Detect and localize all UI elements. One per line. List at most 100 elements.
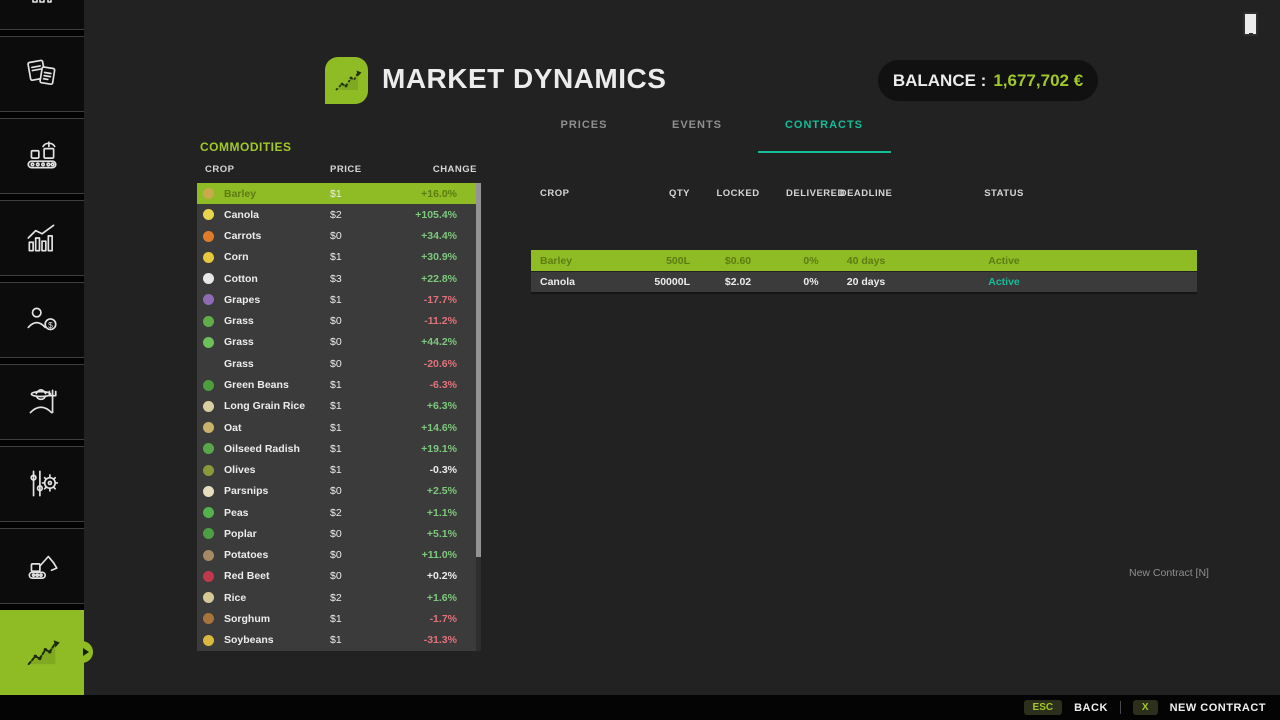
crop-change: -1.7% xyxy=(429,612,457,625)
crop-icon xyxy=(203,273,214,285)
crop-icon xyxy=(203,549,214,561)
crop-icon xyxy=(203,570,214,582)
crop-change: -11.2% xyxy=(424,315,457,328)
crop-name: Peas xyxy=(224,506,249,519)
commodities-scrollbar[interactable] xyxy=(476,183,481,651)
commodity-row-potatoes[interactable]: Potatoes $0 +11.0% xyxy=(197,544,481,566)
crop-price: $2 xyxy=(330,506,342,519)
tab-contracts[interactable]: CONTRACTS xyxy=(784,119,864,131)
balance-value: 1,677,702 € xyxy=(993,70,1084,90)
crop-price: $1 xyxy=(330,442,342,455)
commodity-row-grass[interactable]: Grass $0 +44.2% xyxy=(197,331,481,354)
scrollbar-thumb[interactable] xyxy=(476,183,481,557)
col-crop: CROP xyxy=(205,164,235,175)
tab-events[interactable]: EVENTS xyxy=(671,119,723,131)
commodity-row-rice[interactable]: Rice $2 +1.6% xyxy=(197,587,481,609)
sidebar-item-sales[interactable]: $ xyxy=(0,282,84,358)
crop-price: $0 xyxy=(330,570,342,583)
crop-change: +2.5% xyxy=(426,485,457,498)
contract-row-barley[interactable]: Barley 500L $0.60 0% 40 days Active xyxy=(531,250,1197,271)
commodity-row-oilseed-radish[interactable]: Oilseed Radish $1 +19.1% xyxy=(197,438,481,460)
svg-text:$: $ xyxy=(48,320,53,330)
crop-icon xyxy=(203,251,214,263)
crop-change: +14.6% xyxy=(421,421,457,434)
crop-name: Carrots xyxy=(224,230,262,243)
chevron-right-icon xyxy=(83,648,89,656)
tab-prices[interactable]: PRICES xyxy=(560,119,608,131)
commodity-row-barley[interactable]: Barley $1 +16.0% xyxy=(197,183,481,205)
commodity-row-sorghum[interactable]: Sorghum $1 -1.7% xyxy=(197,608,481,630)
crop-icon xyxy=(203,315,214,327)
market-dynamics-icon xyxy=(27,639,60,665)
commodity-row-olives[interactable]: Olives $1 -0.3% xyxy=(197,459,481,481)
crop-price: $2 xyxy=(330,208,342,221)
balance-pill: BALANCE : 1,677,702 € xyxy=(878,60,1098,101)
crop-change: +1.6% xyxy=(426,591,457,604)
contract-qty: 500L xyxy=(666,254,690,267)
esc-key-badge: ESC xyxy=(1023,700,1063,715)
crop-change: +105.4% xyxy=(415,208,457,221)
back-button[interactable]: BACK xyxy=(1074,701,1108,714)
sidebar-item-statistics[interactable] xyxy=(0,200,84,276)
commodity-row-soybeans[interactable]: Soybeans $1 -31.3% xyxy=(197,629,481,651)
commodities-table-header: CROP PRICE CHANGE xyxy=(197,164,481,175)
commodity-row-poplar[interactable]: Poplar $0 +5.1% xyxy=(197,523,481,545)
commodity-row-cotton[interactable]: Cotton $3 +22.8% xyxy=(197,268,481,290)
crop-name: Red Beet xyxy=(224,570,270,583)
farmer-icon xyxy=(29,389,57,414)
contract-locked: $2.02 xyxy=(724,276,752,288)
crop-icon xyxy=(203,400,214,412)
crop-icon xyxy=(203,294,214,306)
commodity-row-red-beet[interactable]: Red Beet $0 +0.2% xyxy=(197,565,481,588)
crop-icon xyxy=(203,485,214,497)
new-contract-button[interactable]: NEW CONTRACT xyxy=(1169,701,1266,714)
sidebar-item-vehicles-partial[interactable] xyxy=(0,0,84,30)
crop-icon xyxy=(203,230,214,242)
col-deadline: DEADLINE xyxy=(839,188,893,199)
construction-icon xyxy=(28,555,58,579)
crop-icon xyxy=(203,507,214,519)
crop-price: $1 xyxy=(330,379,342,392)
crop-name: Canola xyxy=(224,208,260,221)
crop-price: $0 xyxy=(330,549,342,562)
crop-name: Corn xyxy=(224,251,249,264)
crop-name: Grapes xyxy=(224,293,261,306)
sidebar-item-settings[interactable] xyxy=(0,446,84,522)
commodity-row-green-beans[interactable]: Green Beans $1 -6.3% xyxy=(197,374,481,396)
crop-change: +5.1% xyxy=(426,527,457,540)
crop-name: Rice xyxy=(224,591,247,604)
crop-name: Soybeans xyxy=(224,634,274,647)
crop-name: Sorghum xyxy=(224,612,271,625)
contract-delivered: 0% xyxy=(803,276,819,288)
commodity-row-corn[interactable]: Corn $1 +30.9% xyxy=(197,246,481,269)
sidebar-item-production[interactable] xyxy=(0,118,84,194)
crop-name: Grass xyxy=(224,336,254,349)
sidebar: $ xyxy=(0,0,93,695)
sidebar-item-contracts[interactable] xyxy=(0,36,84,112)
commodity-row-peas[interactable]: Peas $2 +1.1% xyxy=(197,501,481,524)
commodity-row-carrots[interactable]: Carrots $0 +34.4% xyxy=(197,225,481,247)
crop-change: +19.1% xyxy=(421,442,457,455)
crop-price: $0 xyxy=(330,336,342,349)
commodity-row-grapes[interactable]: Grapes $1 -17.7% xyxy=(197,289,481,311)
statistics-icon xyxy=(27,224,55,252)
contract-row-canola[interactable]: Canola 50000L $2.02 0% 20 days Active xyxy=(531,271,1197,292)
crop-price: $0 xyxy=(330,527,342,540)
commodity-row-grass[interactable]: Grass $0 -11.2% xyxy=(197,310,481,332)
col-price: PRICE xyxy=(330,164,362,175)
contract-status: Active xyxy=(988,276,1020,288)
documents-icon xyxy=(27,59,56,86)
commodity-row-grass[interactable]: Grass $0 -20.6% xyxy=(197,353,481,375)
sidebar-item-farmer[interactable] xyxy=(0,364,84,440)
commodity-row-canola[interactable]: Canola $2 +105.4% xyxy=(197,204,481,226)
contracts-list: Barley 500L $0.60 0% 40 days Active Canola 5000… xyxy=(531,250,1197,294)
commodity-row-long-grain-rice[interactable]: Long Grain Rice $1 +6.3% xyxy=(197,395,481,417)
crop-icon xyxy=(203,422,214,434)
sidebar-item-market-dynamics-active[interactable] xyxy=(0,610,93,695)
crop-name: Oat xyxy=(224,421,242,434)
commodity-row-oat[interactable]: Oat $1 +14.6% xyxy=(197,416,481,439)
balance-label: BALANCE : xyxy=(892,70,987,90)
commodity-row-parsnips[interactable]: Parsnips $0 +2.5% xyxy=(197,480,481,502)
crop-name: Grass xyxy=(224,315,254,328)
sidebar-item-construction[interactable] xyxy=(0,528,84,604)
